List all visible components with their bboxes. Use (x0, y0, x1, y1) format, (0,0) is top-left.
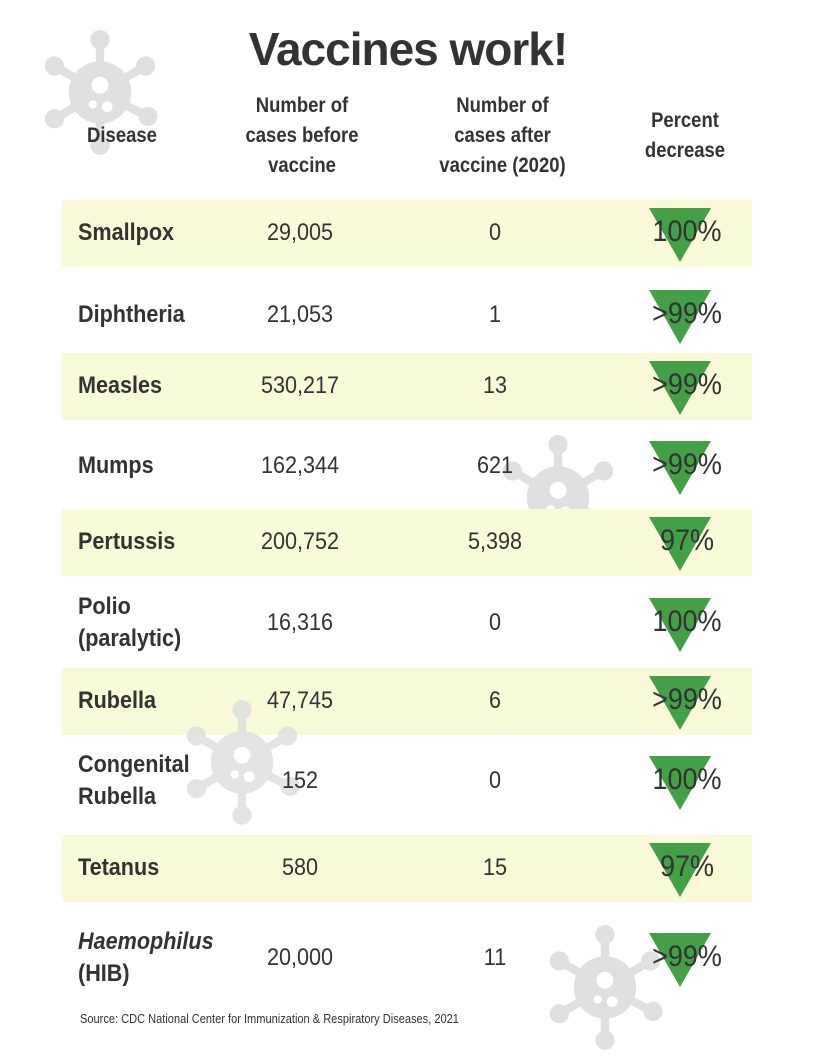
disease-name: Polio (paralytic) (78, 591, 181, 655)
table-row (62, 509, 752, 576)
table-row (62, 835, 752, 902)
cases-before: 21,053 (266, 301, 334, 328)
disease-name: Mumps (78, 450, 154, 482)
down-triangle-icon (649, 517, 711, 571)
down-triangle-icon (649, 598, 711, 652)
percent-decrease: >99% (652, 297, 722, 330)
disease-line: Congenital (78, 751, 190, 778)
cases-before: 200,752 (260, 528, 340, 555)
disease-name: Smallpox (78, 217, 174, 249)
header-cases-before: Number of cases before vaccine (232, 91, 373, 181)
cases-before: 47,745 (266, 687, 334, 714)
disease-line: (HIB) (78, 960, 130, 987)
disease-line: Mumps (78, 452, 154, 479)
header-line: cases after (454, 124, 551, 147)
table-row (62, 200, 752, 267)
cases-before: 29,005 (266, 219, 334, 246)
percent-decrease: >99% (652, 368, 722, 401)
percent-decrease: 100% (652, 763, 722, 796)
header-percent-decrease: Percent decrease (628, 106, 742, 166)
percent-decrease: 97% (659, 524, 715, 557)
down-triangle-icon (649, 933, 711, 987)
table-row (62, 353, 752, 420)
cases-after: 1 (488, 301, 502, 328)
cases-before: 580 (281, 854, 319, 881)
down-triangle-icon (649, 756, 711, 810)
disease-name: Pertussis (78, 526, 175, 558)
source-note: Source: CDC National Center for Immuniza… (80, 1011, 459, 1026)
header-disease-label: Disease (87, 124, 157, 147)
table-row (62, 668, 752, 735)
disease-line: Haemophilus (78, 928, 214, 955)
disease-name: Diphtheria (78, 299, 185, 331)
percent-decrease: >99% (652, 940, 722, 973)
disease-line: Measles (78, 372, 163, 399)
disease-line: Polio (78, 593, 131, 620)
down-triangle-icon (649, 290, 711, 344)
virus-icon (549, 925, 663, 1050)
cases-after: 11 (483, 944, 507, 971)
cases-before: 20,000 (266, 944, 334, 971)
disease-line: Rubella (78, 783, 157, 810)
disease-name: Congenital Rubella (78, 749, 190, 813)
cases-before: 152 (281, 767, 319, 794)
disease-name: Rubella (78, 685, 156, 717)
cases-after: 5,398 (467, 528, 523, 555)
percent-decrease: 100% (652, 215, 722, 248)
header-line: Percent (651, 109, 719, 132)
disease-line: (paralytic) (78, 625, 182, 652)
cases-after: 0 (488, 609, 502, 636)
disease-line: Smallpox (78, 219, 175, 246)
header-line: cases before (245, 124, 359, 147)
percent-decrease: >99% (652, 448, 722, 481)
disease-line: Diphtheria (78, 301, 185, 328)
cases-before: 16,316 (266, 609, 334, 636)
cases-after: 0 (488, 219, 502, 246)
cases-before: 162,344 (260, 452, 340, 479)
virus-icon (186, 700, 300, 825)
disease-name: Tetanus (78, 852, 159, 884)
down-triangle-icon (649, 361, 711, 415)
percent-decrease: 100% (652, 605, 722, 638)
cases-before: 530,217 (260, 372, 340, 399)
down-triangle-icon (649, 676, 711, 730)
page-title: Vaccines work! (248, 23, 568, 75)
down-triangle-icon (649, 208, 711, 262)
cases-after: 0 (488, 767, 502, 794)
disease-line: Rubella (78, 687, 157, 714)
header-line: vaccine (268, 154, 336, 177)
disease-name: Measles (78, 370, 162, 402)
virus-icon (44, 30, 158, 155)
cases-after: 621 (476, 452, 514, 479)
header-line: Number of (456, 94, 549, 117)
percent-decrease: >99% (652, 683, 722, 716)
cases-after: 6 (488, 687, 502, 714)
percent-decrease: 97% (659, 850, 715, 883)
down-triangle-icon (649, 441, 711, 495)
header-line: Number of (255, 94, 349, 117)
header-line: decrease (644, 139, 726, 162)
header-line: vaccine (2020) (439, 154, 566, 177)
cases-after: 15 (482, 854, 508, 881)
disease-line: Tetanus (78, 854, 160, 881)
header-disease: Disease (67, 121, 176, 151)
down-triangle-icon (649, 843, 711, 897)
disease-line: Pertussis (78, 528, 176, 555)
header-cases-after: Number of cases after vaccine (2020) (421, 91, 584, 181)
disease-name: Haemophilus (HIB) (78, 926, 214, 990)
cases-after: 13 (482, 372, 508, 399)
